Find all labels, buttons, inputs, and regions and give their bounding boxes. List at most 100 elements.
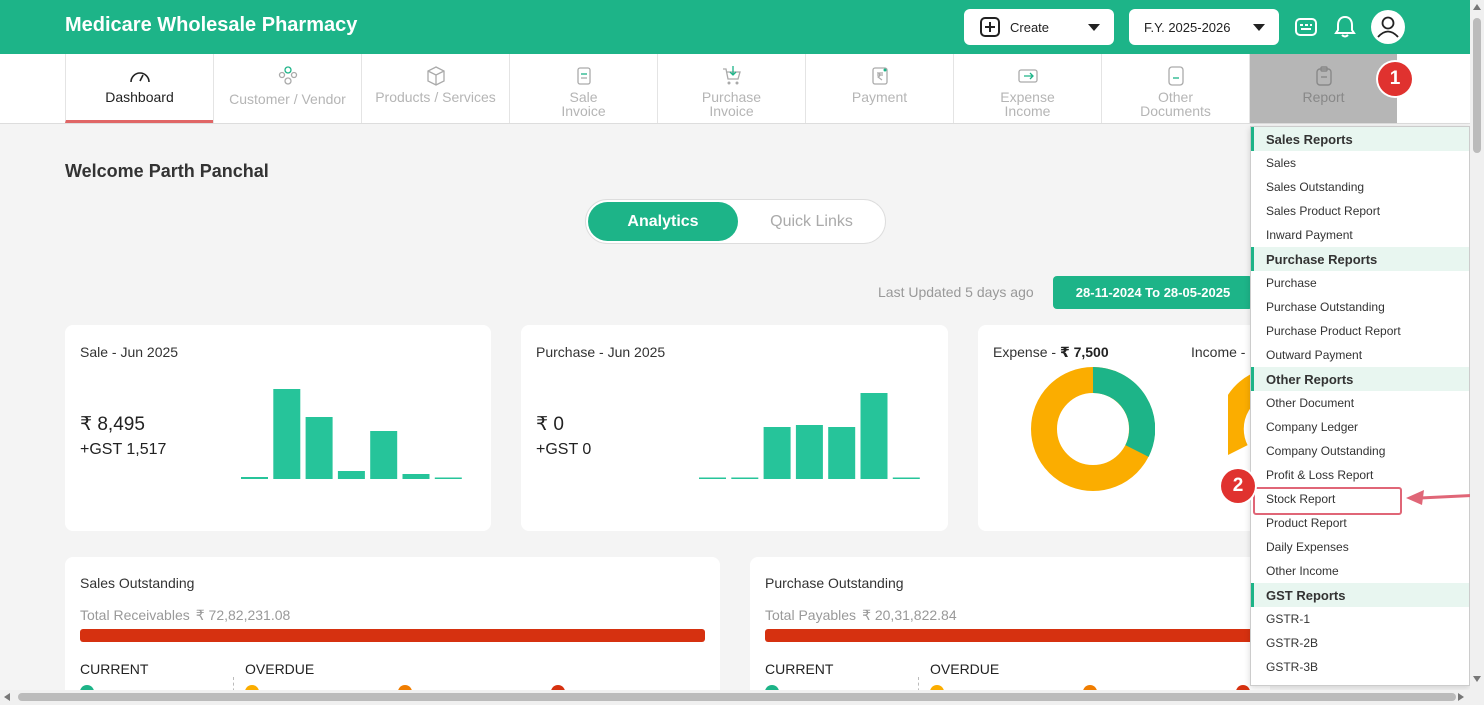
create-button[interactable]: Create <box>964 9 1114 45</box>
tab-label: Report <box>1302 89 1345 105</box>
create-label: Create <box>1010 19 1050 35</box>
menu-item-company-ledger[interactable]: Company Ledger <box>1266 420 1359 434</box>
scroll-up-icon[interactable] <box>1473 4 1481 10</box>
tab-customer-vendor[interactable]: Customer / Vendor <box>213 54 361 123</box>
stock-report-highlight <box>1253 487 1402 515</box>
clipboard-icon <box>1315 66 1332 86</box>
tab-expense-income[interactable]: Expense Income <box>953 54 1101 123</box>
bar <box>731 477 759 479</box>
tab-label-line2: Documents <box>1140 103 1211 119</box>
bar <box>828 427 856 479</box>
money-icon <box>1017 69 1038 83</box>
purchase-gst: +GST 0 <box>536 441 592 458</box>
card-title: Purchase - Jun 2025 <box>536 344 666 360</box>
menu-item-outward-payment[interactable]: Outward Payment <box>1266 348 1363 362</box>
bar <box>860 393 888 479</box>
scroll-right-icon[interactable] <box>1458 693 1464 701</box>
user-icon <box>1377 16 1399 38</box>
bar <box>434 477 462 479</box>
users-icon <box>278 66 297 85</box>
expense-title: Expense - ₹ 7,500 <box>993 344 1109 361</box>
keyboard-icon[interactable] <box>1292 13 1320 41</box>
avatar[interactable] <box>1371 10 1405 44</box>
tab-label: Sale <box>569 89 598 105</box>
main-nav: Dashboard Customer / Vendor Products / S… <box>0 54 1470 124</box>
sale-card: Sale - Jun 2025 ₹ 8,495 +GST 1,517 <box>65 325 491 531</box>
fiscal-year-select[interactable]: F.Y. 2025-2026 <box>1129 9 1279 45</box>
menu-section-purchase-reports: Purchase Reports <box>1251 247 1469 271</box>
menu-item-other-income[interactable]: Other Income <box>1266 564 1339 578</box>
overdue-label: OVERDUE <box>245 661 315 677</box>
tab-report[interactable]: Report <box>1249 54 1397 123</box>
step-badge-1: 1 <box>1378 62 1412 96</box>
tab-other-documents[interactable]: Other Documents <box>1101 54 1249 123</box>
menu-item-gstr-2b[interactable]: GSTR-2B <box>1266 636 1319 650</box>
tab-payment[interactable]: Payment <box>805 54 953 123</box>
date-range-button[interactable]: 28-11-2024 To 28-05-2025 <box>1053 276 1253 309</box>
scroll-left-icon[interactable] <box>4 693 10 701</box>
total-value: ₹ 20,31,822.84 <box>862 607 957 623</box>
total-value: ₹ 72,82,231.08 <box>195 607 291 623</box>
tab-quick-links[interactable]: Quick Links <box>770 212 853 230</box>
vertical-scrollbar[interactable] <box>1470 0 1484 705</box>
divider <box>233 677 234 697</box>
menu-item-gstr-3b[interactable]: GSTR-3B <box>1266 660 1319 674</box>
scroll-thumb[interactable] <box>18 693 1456 701</box>
plus-icon <box>980 17 1000 37</box>
menu-item-purchase[interactable]: Purchase <box>1266 276 1317 290</box>
tab-purchase-invoice[interactable]: Purchase Invoice <box>657 54 805 123</box>
tab-label: Dashboard <box>105 89 174 105</box>
menu-item-sales-product-report[interactable]: Sales Product Report <box>1266 204 1381 218</box>
total-receivables: Total Receivables ₹ 72,82,231.08 <box>80 607 290 624</box>
menu-item-other-document[interactable]: Other Document <box>1266 396 1355 410</box>
tab-label: Payment <box>851 89 908 105</box>
tab-label-line2: Income <box>1004 103 1051 119</box>
menu-item-purchase-product-report[interactable]: Purchase Product Report <box>1266 324 1401 338</box>
tab-products-services[interactable]: Products / Services <box>361 54 509 123</box>
sale-amount: ₹ 8,495 <box>80 414 145 435</box>
tab-label: Products / Services <box>375 89 496 105</box>
chevron-down-icon <box>1088 24 1100 31</box>
bar <box>699 477 726 479</box>
menu-item-product-report[interactable]: Product Report <box>1266 516 1347 530</box>
tab-dashboard[interactable]: Dashboard <box>65 54 213 123</box>
menu-item-sales[interactable]: Sales <box>1266 156 1297 170</box>
horizontal-scrollbar[interactable] <box>0 690 1470 705</box>
sales-outstanding-card: Sales Outstanding Total Receivables ₹ 72,… <box>65 557 720 699</box>
bar <box>370 431 398 479</box>
menu-item-gstr-1[interactable]: GSTR-1 <box>1266 612 1311 626</box>
menu-item-sales-outstanding[interactable]: Sales Outstanding <box>1266 180 1365 194</box>
menu-item-profit-loss-report[interactable]: Profit & Loss Report <box>1266 468 1374 482</box>
tab-label: Customer / Vendor <box>229 91 346 107</box>
tab-analytics[interactable]: Analytics <box>588 202 738 241</box>
invoice-icon <box>576 67 591 85</box>
menu-item-stock-report[interactable]: Stock Report <box>1266 492 1336 506</box>
bar <box>402 474 430 479</box>
payables-bar <box>765 629 1270 642</box>
tab-label: Other <box>1157 89 1193 105</box>
chevron-down-icon <box>1253 24 1265 31</box>
purchase-outstanding-card: Purchase Outstanding Total Payables ₹ 20,… <box>750 557 1270 699</box>
purchase-card: Purchase - Jun 2025 ₹ 0 +GST 0 <box>521 325 948 531</box>
expense-donut-chart <box>1031 367 1155 491</box>
menu-section-gst-reports: GST Reports <box>1251 583 1469 607</box>
bar <box>795 425 823 479</box>
bell-icon[interactable] <box>1331 13 1359 41</box>
menu-section-other-reports: Other Reports <box>1251 367 1469 391</box>
sale-gst: +GST 1,517 <box>80 441 167 458</box>
bar <box>892 477 920 479</box>
menu-item-company-outstanding[interactable]: Company Outstanding <box>1266 444 1386 458</box>
speedometer-icon <box>129 72 150 83</box>
report-dropdown-menu: Sales Reports Sales Sales Outstanding Sales… <box>1250 126 1470 686</box>
scroll-down-icon[interactable] <box>1473 676 1481 682</box>
view-toggle: Analytics Quick Links <box>585 199 886 244</box>
menu-section-sales-reports: Sales Reports <box>1251 127 1469 151</box>
menu-item-inward-payment[interactable]: Inward Payment <box>1266 228 1353 242</box>
tab-sale-invoice[interactable]: Sale Invoice <box>509 54 657 123</box>
menu-item-purchase-outstanding[interactable]: Purchase Outstanding <box>1266 300 1385 314</box>
step-badge-2: 2 <box>1221 469 1255 503</box>
app-title: Medicare Wholesale Pharmacy <box>65 14 358 36</box>
expense-value: ₹ 7,500 <box>1059 344 1109 360</box>
menu-item-daily-expenses[interactable]: Daily Expenses <box>1266 540 1349 554</box>
scroll-thumb[interactable] <box>1473 18 1481 153</box>
